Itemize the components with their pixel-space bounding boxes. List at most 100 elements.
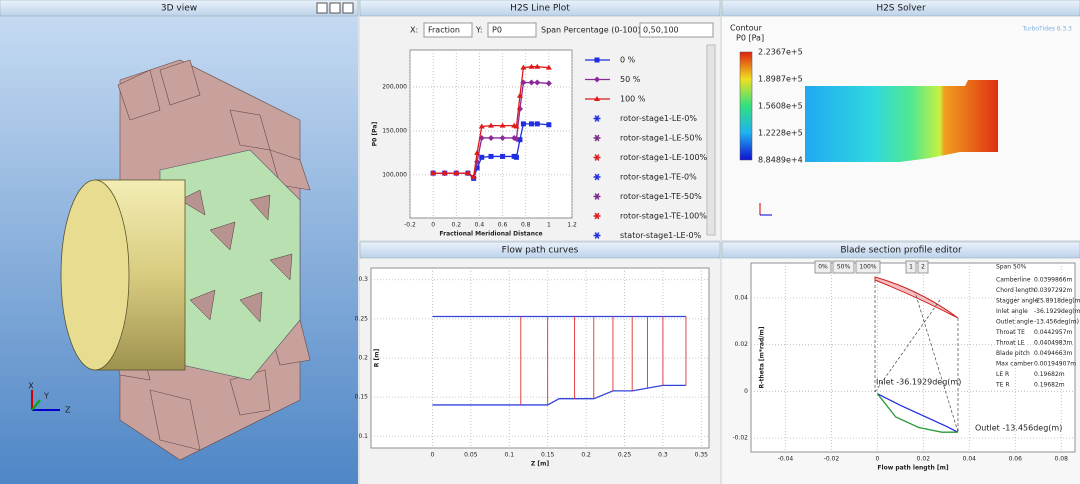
property-value: 0.0404983m: [1034, 340, 1072, 347]
span-button[interactable]: [814, 260, 832, 274]
axis-label: X: [28, 382, 34, 391]
property-value: -13.456deg(m): [1034, 319, 1079, 326]
marker: [478, 123, 485, 129]
span-buttons: 0% 50% 100% 1 2: [814, 260, 929, 274]
x-tick-label: 0: [431, 452, 435, 459]
x-tick-label: 0.04: [963, 456, 977, 463]
marker: [499, 134, 506, 141]
x-tick-label: 0.6: [498, 222, 508, 229]
solver-window: H2S Solver TurboTides 6.3.3 Contour P0 […: [721, 0, 1080, 240]
x-tick-label: 0.35: [695, 452, 709, 459]
button-label: 100%: [859, 264, 876, 271]
legend-label: stator-stage1-LE-0%: [620, 231, 702, 240]
x-tick-label: 0.25: [618, 452, 632, 459]
y-tick-label: 200,000: [382, 83, 407, 90]
y-tick-label: 0.3: [358, 276, 368, 283]
axis-label: Z: [65, 406, 71, 415]
colorbar-labels: 2.2367e+5 1.8987e+5 1.5608e+5 1.2228e+5 8.84…: [758, 48, 803, 165]
view-3d-window: 3D view X Y Z: [0, 0, 359, 484]
marker: [520, 121, 526, 127]
inlet-annotation: Inlet -36.1929deg(m): [876, 378, 961, 387]
y-axis-label: P0 [Pa]: [372, 122, 379, 147]
property-name: Outlet angle: [996, 319, 1033, 326]
span-button[interactable]: [832, 260, 855, 274]
x-select[interactable]: [423, 22, 473, 38]
span-button[interactable]: [917, 260, 929, 274]
x-tick-label: -0.02: [824, 456, 840, 463]
property-value: 0.19682m: [1034, 371, 1065, 378]
window-buttons[interactable]: [316, 2, 354, 14]
property-name: Max camber: [996, 361, 1034, 368]
marker: [528, 79, 535, 86]
title-bar: [0, 0, 359, 17]
colorbar: [739, 51, 753, 161]
flow-path-plot: 0 0.05 0.1 0.15 0.2 0.25 0.3 0.35 0.1 0.15 0.2 0.25…: [355, 267, 710, 468]
y-tick-label: 0.25: [355, 315, 369, 322]
x-tick-label: 0.05: [464, 452, 478, 459]
x-tick-label: 0.8: [521, 222, 531, 229]
series-line: [433, 66, 549, 178]
marker: [470, 173, 477, 179]
property-value: 0.0397292m: [1034, 287, 1072, 294]
marker: [534, 121, 540, 127]
y-select[interactable]: [487, 22, 537, 38]
blade-editor-window: Blade section profile editor -0.04 -0.02 0…: [721, 241, 1080, 484]
property-value: 0.00194907m: [1034, 361, 1076, 368]
property-value: 0.0494663m: [1034, 350, 1072, 357]
colorbar-label: 1.5608e+5: [758, 102, 803, 111]
plot-area: [409, 49, 573, 219]
marker: [499, 122, 506, 128]
x-tick-label: 1: [547, 222, 551, 229]
x-tick-label: 0.2: [581, 452, 591, 459]
property-value: 0.0399866m: [1034, 277, 1072, 284]
legend-label: 50 %: [620, 75, 641, 84]
property-name: TE R: [995, 382, 1010, 389]
span-button[interactable]: [905, 260, 917, 274]
legend-label: rotor-stage1-LE-100%: [620, 153, 708, 162]
legend-label: 100 %: [620, 95, 646, 104]
marker: [520, 64, 527, 70]
button-label: 50%: [837, 264, 851, 271]
span-button[interactable]: [855, 260, 881, 274]
property-name: Throat LE: [995, 340, 1025, 347]
property-name: Throat TE: [995, 329, 1025, 336]
select-value: Fraction: [428, 26, 460, 35]
y-tick-label: 0: [744, 388, 748, 395]
y-tick-label: 0.15: [355, 394, 369, 401]
legend-marker: [594, 154, 600, 161]
legend-label: rotor-stage1-TE-100%: [620, 212, 707, 221]
marker: [441, 170, 448, 176]
button-label: 0%: [818, 264, 828, 271]
legend-label: rotor-stage1-LE-50%: [620, 134, 702, 143]
title-bar: [721, 0, 1080, 17]
x-tick-label: 0: [431, 222, 435, 229]
y-axis-label: R [m]: [374, 349, 381, 368]
x-tick-label: 0.08: [1055, 456, 1069, 463]
marker: [430, 170, 437, 176]
legend-label: 0 %: [620, 56, 636, 65]
marker: [594, 96, 600, 101]
span-input[interactable]: [639, 22, 714, 38]
y-tick-label: 0.02: [735, 341, 749, 348]
colorbar-label: 2.2367e+5: [758, 48, 803, 57]
scrollbar[interactable]: [706, 44, 716, 236]
marker: [488, 134, 494, 141]
window-title: Flow path curves: [502, 246, 579, 256]
marker: [479, 154, 485, 160]
axis-triad: X Y Z: [28, 382, 71, 415]
y-tick-label: 0.2: [358, 355, 368, 362]
marker: [513, 135, 520, 142]
x-axis-label: Fractional Meridional Distance: [439, 231, 542, 238]
marker: [464, 170, 471, 176]
title-bar: [721, 241, 1080, 259]
x-tick-label: 0.1: [504, 452, 514, 459]
throat-lines: [874, 280, 959, 433]
marker: [513, 123, 520, 129]
line-plot: -0.2 0 0.2 0.4 0.6 0.8 1 1.2 100,000 150,000 200,0…: [372, 49, 577, 238]
select-value: P0: [492, 26, 502, 35]
legend-label: rotor-stage1-LE-0%: [620, 114, 697, 123]
legend-marker: [594, 212, 600, 220]
marker: [529, 121, 534, 127]
legend: 0 % 50 % 100 % rotor-stage1-LE-0% rotor-stag…: [585, 56, 708, 240]
